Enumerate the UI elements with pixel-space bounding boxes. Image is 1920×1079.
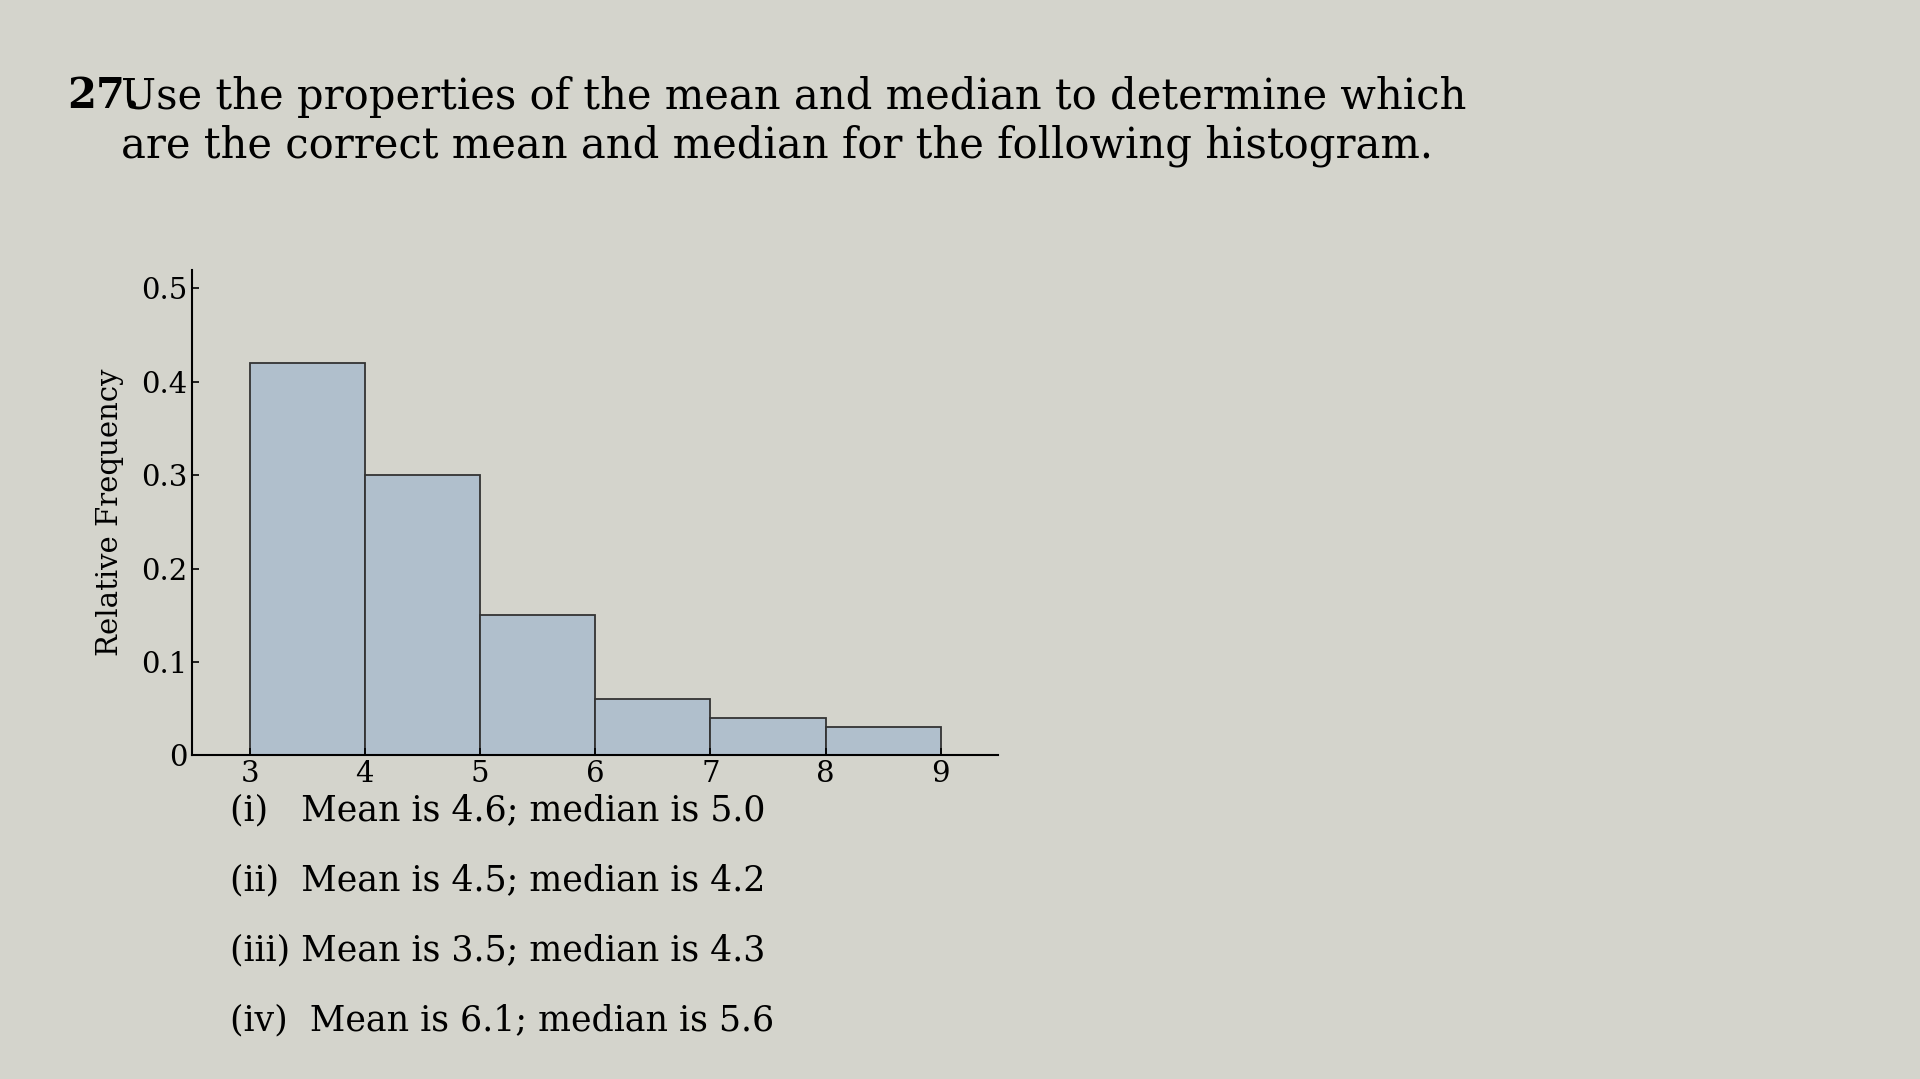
Bar [710, 718, 826, 755]
Y-axis label: Relative Frequency: Relative Frequency [96, 369, 125, 656]
Text: (i)   Mean is 4.6; median is 5.0: (i) Mean is 4.6; median is 5.0 [230, 793, 766, 828]
Text: (ii)  Mean is 4.5; median is 4.2: (ii) Mean is 4.5; median is 4.2 [230, 863, 766, 898]
Bar [250, 364, 365, 755]
Bar [480, 615, 595, 755]
Bar [365, 475, 480, 755]
Text: 27.: 27. [67, 76, 140, 118]
Text: (iv)  Mean is 6.1; median is 5.6: (iv) Mean is 6.1; median is 5.6 [230, 1003, 774, 1038]
Text: (iii) Mean is 3.5; median is 4.3: (iii) Mean is 3.5; median is 4.3 [230, 933, 766, 968]
Bar [595, 699, 710, 755]
Text: Use the properties of the mean and median to determine which
are the correct mea: Use the properties of the mean and media… [121, 76, 1467, 166]
Bar [826, 727, 941, 755]
